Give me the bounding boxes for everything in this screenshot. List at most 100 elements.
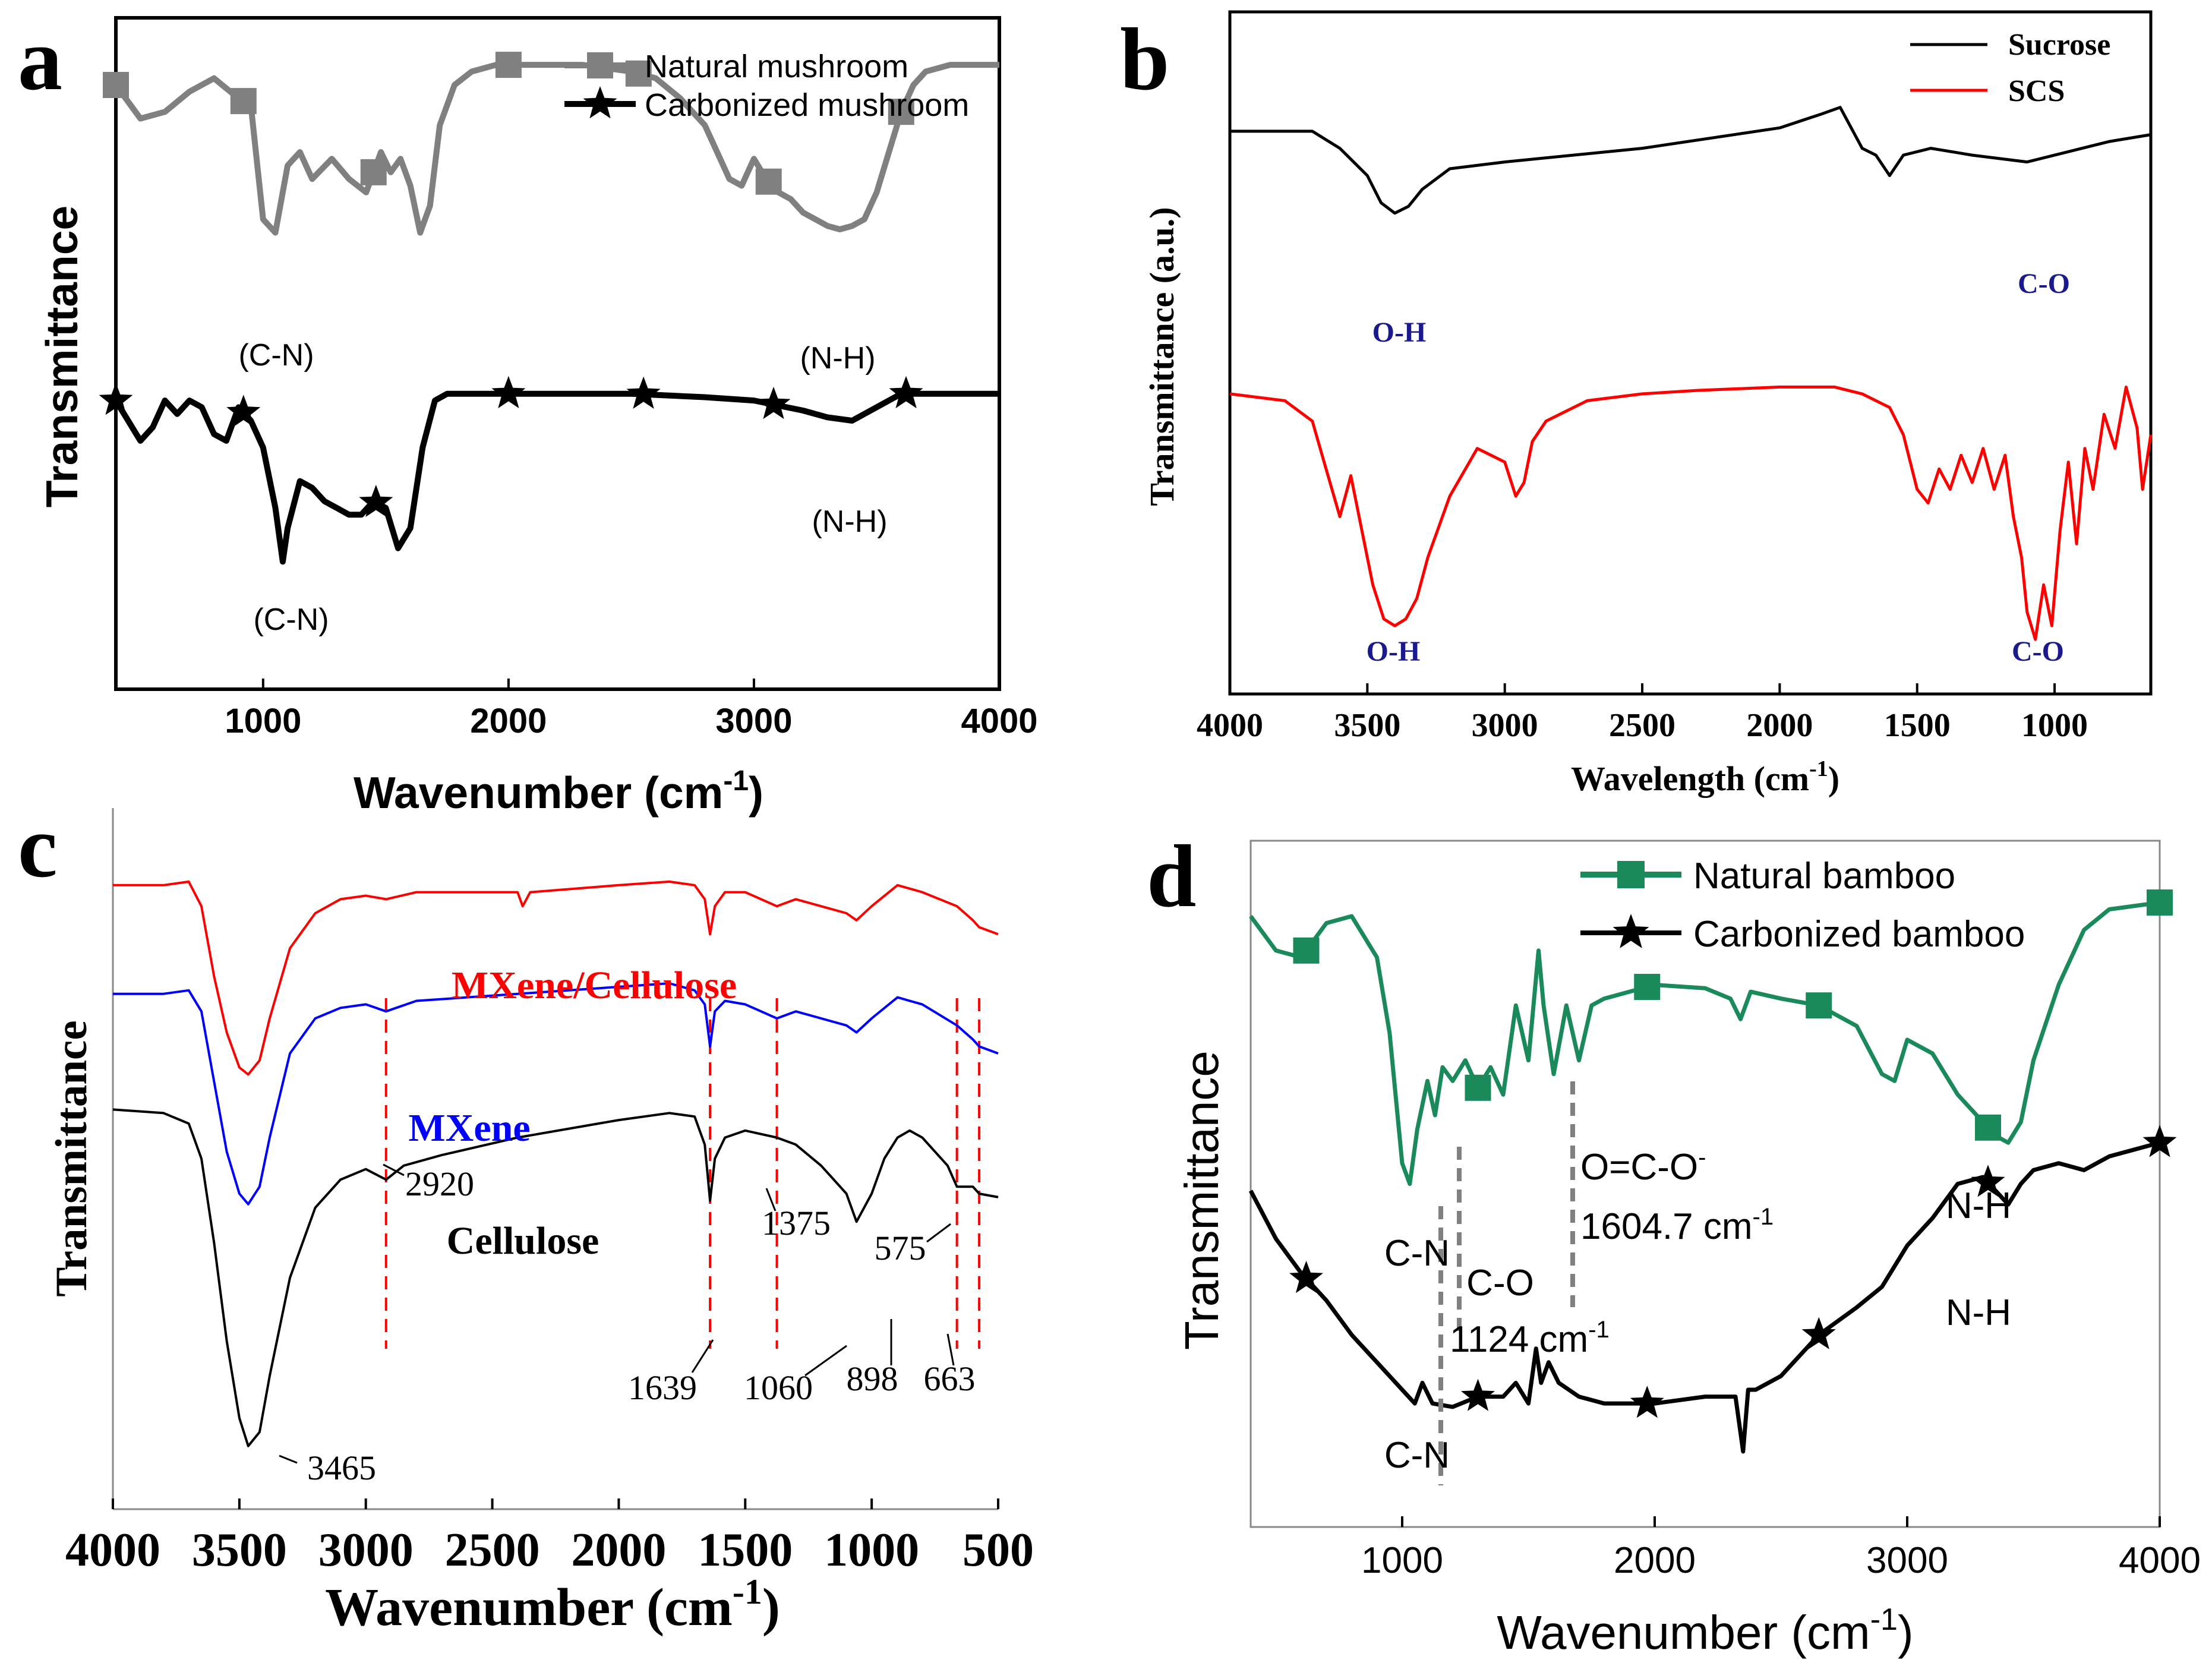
marker-star: [1971, 1165, 2005, 1197]
marker-star: [2142, 1125, 2177, 1157]
annotation-2920: 2920: [405, 1165, 474, 1203]
x-tick-label: 4000: [65, 1524, 160, 1576]
legend-a: Natural mushroom Carbonized mushroom: [564, 49, 969, 123]
annotation-1060: 1060: [744, 1368, 813, 1407]
annotation-arrows-c: [279, 1163, 955, 1464]
annotation-c-o-scs: C-O: [2012, 636, 2064, 667]
series-label-cellulose: Cellulose: [447, 1219, 599, 1263]
annotation-n-h-carbonized: N-H: [1946, 1292, 2011, 1333]
annotation-c-n-carbonized: C-N: [1384, 1435, 1450, 1476]
x-tick-label: 1000: [1361, 1540, 1443, 1581]
x-tick-label: 1500: [1884, 707, 1951, 744]
annotation-n-h-natural: N-H: [1946, 1185, 2011, 1226]
annotation-c-o: C-O: [1466, 1263, 1534, 1304]
y-axis-label-d: Transmittance: [1175, 1050, 1228, 1350]
marker-square: [1806, 992, 1832, 1019]
legend-label-sucrose: Sucrose: [2008, 28, 2110, 62]
series-line-carbonized-bamboo: [1248, 1140, 2160, 1454]
annotation-1639: 1639: [628, 1368, 697, 1407]
annotation-c-n-natural: C-N: [1384, 1233, 1450, 1274]
x-ticks-d: 1000 2000 3000 4000: [1361, 1516, 2201, 1581]
y-axis-label-b: Transmittance (a.u.): [1143, 207, 1181, 506]
marker-square: [495, 52, 522, 78]
annotation-575: 575: [875, 1229, 926, 1267]
annotation-1604-7: 1604.7 cm-1: [1580, 1204, 1774, 1247]
annotation-c-o-sucrose: C-O: [2018, 268, 2070, 299]
plot-frame-b: [1228, 10, 2153, 696]
x-tick-label: 3000: [318, 1524, 414, 1576]
marker-star: [756, 386, 791, 419]
legend-label-scs: SCS: [2008, 74, 2065, 108]
marker-square: [2147, 889, 2173, 916]
annotation-n-h-natural: (N-H): [800, 341, 875, 376]
marker-star: [1630, 1386, 1664, 1418]
marker-star: [1289, 1260, 1323, 1293]
x-tick-label: 3500: [192, 1524, 287, 1576]
legend-marker-star: [583, 86, 617, 119]
marker-star: [99, 383, 133, 415]
annotation-o-h-sucrose: O-H: [1372, 317, 1427, 348]
annotation-c-n-natural: (C-N): [238, 338, 314, 373]
legend-marker-star: [1613, 914, 1649, 948]
annotation-1375: 1375: [762, 1204, 831, 1242]
panel-label-b: b: [1120, 10, 1169, 109]
x-tick-label: 2000: [571, 1524, 666, 1576]
marker-square: [1293, 937, 1320, 964]
x-tick-label: 1000: [2021, 707, 2088, 744]
x-tick-label: 3500: [1334, 707, 1400, 744]
x-ticks-c: 4000 3500 3000 2500 2000 1500 1000 500: [65, 1498, 1034, 1576]
panel-d: d 1000 2000 3000 4000 Transmittance Wavenum…: [1147, 827, 2201, 1659]
x-ticks-b: 4000 3500 3000 2500 2000 1500 1000: [1197, 683, 2088, 744]
marker-square: [1975, 1114, 2001, 1141]
legend-marker-star: [1613, 914, 1649, 948]
x-tick-label: 500: [963, 1524, 1034, 1576]
series-label-mxene: MXene: [408, 1106, 530, 1150]
x-tick-label: 2500: [445, 1524, 540, 1576]
annotation-c-n-carbonized: (C-N): [253, 602, 329, 637]
legend-d: Natural bamboo Carbonized bamboo: [1580, 856, 2025, 955]
x-tick-label: 4000: [2119, 1540, 2201, 1581]
annotation-o-h-scs: O-H: [1367, 636, 1421, 667]
series-line-carbonized-mushroom: [113, 390, 999, 565]
x-tick-label: 4000: [1197, 707, 1263, 744]
panel-a: a 1000 2000 3000 4000 Transmittance Wavenum…: [18, 10, 1038, 818]
panel-c: c 4000 3500 3000 2500 2000 1500 1000 500 Transm…: [18, 797, 1034, 1637]
x-tick-label: 2000: [1614, 1540, 1696, 1581]
x-tick-label: 2000: [470, 702, 547, 740]
panel-b: b 4000 3500 3000 2500 2000 1500 1000 Transmitt…: [1120, 10, 2153, 798]
legend-label-natural-bamboo: Natural bamboo: [1693, 856, 1955, 897]
x-axis-label-d: Wavenumber (cm-1): [1497, 1602, 1913, 1659]
marker-square: [230, 88, 257, 115]
marker-star: [359, 484, 393, 518]
curves-d: [1248, 889, 2177, 1454]
x-tick-label: 1000: [824, 1524, 919, 1576]
y-axis-label-c: Transmittance: [47, 1020, 96, 1296]
marker-star: [491, 376, 526, 409]
marker-square: [360, 159, 387, 185]
annotation-663: 663: [924, 1359, 976, 1398]
x-tick-label: 2000: [1746, 707, 1813, 744]
x-tick-label: 3000: [1472, 707, 1538, 744]
annotation-o-c-o: O=C-O-: [1580, 1144, 1706, 1188]
x-tick-label: 1000: [225, 702, 301, 740]
legend-label-natural-mushroom: Natural mushroom: [645, 49, 908, 84]
x-tick-label: 4000: [961, 702, 1037, 740]
marker-star: [1461, 1378, 1495, 1411]
legend-label-carbonized-mushroom: Carbonized mushroom: [645, 87, 969, 123]
marker-star: [226, 395, 261, 427]
marker-star: [889, 376, 923, 409]
series-line-cellulose: [112, 1108, 999, 1447]
legend-marker-square: [1617, 861, 1645, 888]
panel-label-c: c: [18, 797, 58, 896]
curves-a: [99, 52, 999, 565]
curves-c: [112, 880, 999, 1447]
annotation-898: 898: [847, 1359, 898, 1398]
dashed-guides-d: [1438, 1081, 1575, 1485]
marker-square: [755, 168, 782, 195]
annotation-1124: 1124 cm-1: [1450, 1317, 1610, 1360]
x-tick-label: 2500: [1609, 707, 1675, 744]
series-label-mxene-cellulose: MXene/Cellulose: [452, 964, 737, 1007]
marker-star: [1801, 1317, 1836, 1349]
x-tick-label: 1500: [698, 1524, 793, 1576]
